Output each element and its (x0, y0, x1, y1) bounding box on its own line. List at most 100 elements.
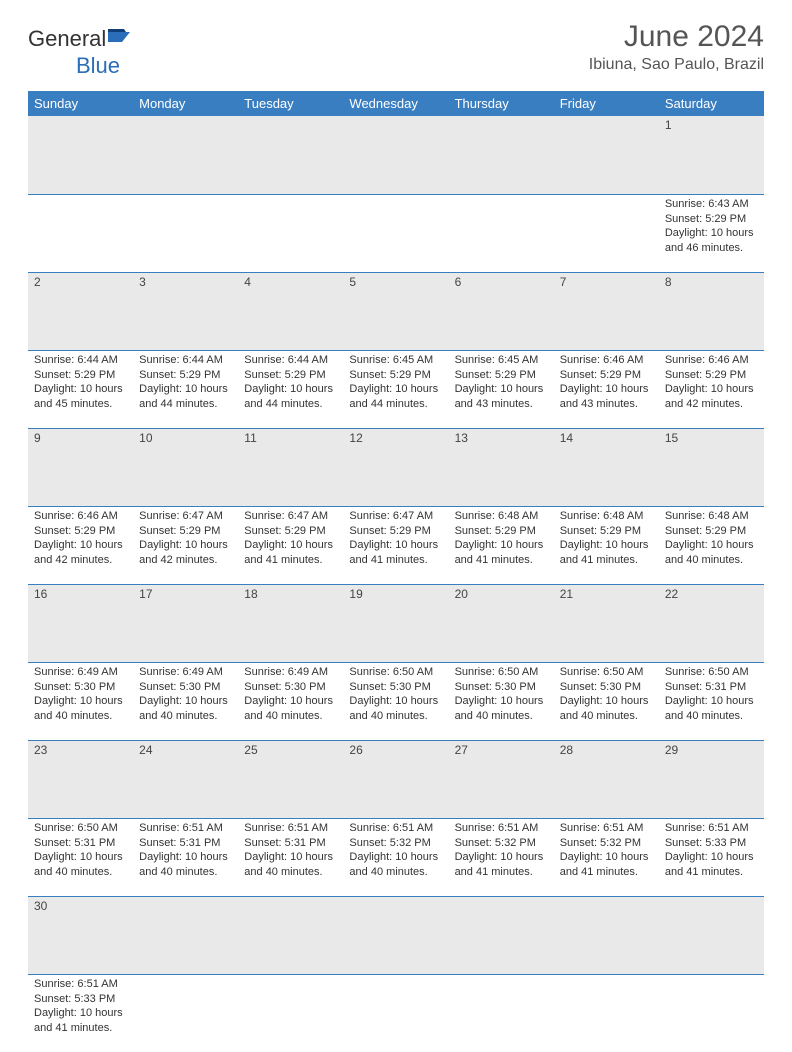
daynum-row: 16171819202122 (28, 584, 764, 662)
day-number: 29 (659, 741, 764, 759)
sunrise-text: Sunrise: 6:51 AM (560, 821, 653, 836)
daynum-cell: 8 (659, 272, 764, 350)
daynum-cell: 21 (554, 584, 659, 662)
day-number (133, 897, 238, 915)
day-number: 18 (238, 585, 343, 603)
sunrise-text: Sunrise: 6:47 AM (349, 509, 442, 524)
day-cell (343, 194, 448, 272)
sunset-text: Sunset: 5:30 PM (139, 680, 232, 695)
daynum-cell: 20 (449, 584, 554, 662)
sunrise-text: Sunrise: 6:48 AM (665, 509, 758, 524)
day-header: Wednesday (343, 91, 448, 116)
daylight-text: Daylight: 10 hours and 41 minutes. (560, 850, 653, 880)
daylight-text: Daylight: 10 hours and 40 minutes. (34, 694, 127, 724)
sunrise-text: Sunrise: 6:51 AM (34, 977, 127, 992)
day-number: 16 (28, 585, 133, 603)
day-number: 25 (238, 741, 343, 759)
calendar-head: SundayMondayTuesdayWednesdayThursdayFrid… (28, 91, 764, 116)
day-header-row: SundayMondayTuesdayWednesdayThursdayFrid… (28, 91, 764, 116)
day-cell: Sunrise: 6:44 AMSunset: 5:29 PMDaylight:… (28, 350, 133, 428)
sunset-text: Sunset: 5:30 PM (244, 680, 337, 695)
daylight-text: Daylight: 10 hours and 40 minutes. (244, 694, 337, 724)
day-number (449, 897, 554, 915)
daynum-cell (449, 896, 554, 974)
sunrise-text: Sunrise: 6:51 AM (455, 821, 548, 836)
day-number (238, 897, 343, 915)
daynum-cell: 26 (343, 740, 448, 818)
sunset-text: Sunset: 5:29 PM (455, 524, 548, 539)
daynum-cell: 28 (554, 740, 659, 818)
sunrise-text: Sunrise: 6:51 AM (665, 821, 758, 836)
day-cell (238, 194, 343, 272)
daynum-cell (343, 116, 448, 194)
day-cell (659, 974, 764, 1052)
daylight-text: Daylight: 10 hours and 42 minutes. (665, 382, 758, 412)
day-cell (133, 974, 238, 1052)
daynum-cell: 18 (238, 584, 343, 662)
sunset-text: Sunset: 5:29 PM (139, 368, 232, 383)
sunset-text: Sunset: 5:31 PM (665, 680, 758, 695)
day-cell: Sunrise: 6:45 AMSunset: 5:29 PMDaylight:… (449, 350, 554, 428)
day-cell: Sunrise: 6:50 AMSunset: 5:31 PMDaylight:… (28, 818, 133, 896)
brand-logo: General Blue (28, 26, 134, 79)
sunrise-text: Sunrise: 6:48 AM (455, 509, 548, 524)
day-number: 8 (659, 273, 764, 291)
day-details: Sunrise: 6:50 AMSunset: 5:30 PMDaylight:… (343, 663, 448, 728)
sunset-text: Sunset: 5:32 PM (455, 836, 548, 851)
daylight-text: Daylight: 10 hours and 40 minutes. (665, 694, 758, 724)
daylight-text: Daylight: 10 hours and 40 minutes. (560, 694, 653, 724)
day-details: Sunrise: 6:47 AMSunset: 5:29 PMDaylight:… (343, 507, 448, 572)
daynum-cell: 22 (659, 584, 764, 662)
sunrise-text: Sunrise: 6:50 AM (349, 665, 442, 680)
daylight-text: Daylight: 10 hours and 46 minutes. (665, 226, 758, 256)
daynum-cell: 15 (659, 428, 764, 506)
week-row: Sunrise: 6:43 AMSunset: 5:29 PMDaylight:… (28, 194, 764, 272)
page-header: General Blue June 2024 Ibiuna, Sao Paulo… (28, 20, 764, 79)
day-cell (554, 194, 659, 272)
day-number: 30 (28, 897, 133, 915)
daynum-cell: 24 (133, 740, 238, 818)
daynum-cell: 17 (133, 584, 238, 662)
day-details: Sunrise: 6:51 AMSunset: 5:33 PMDaylight:… (659, 819, 764, 884)
sunrise-text: Sunrise: 6:44 AM (34, 353, 127, 368)
day-cell (238, 974, 343, 1052)
daylight-text: Daylight: 10 hours and 41 minutes. (349, 538, 442, 568)
day-cell: Sunrise: 6:48 AMSunset: 5:29 PMDaylight:… (554, 506, 659, 584)
sunrise-text: Sunrise: 6:51 AM (244, 821, 337, 836)
week-row: Sunrise: 6:46 AMSunset: 5:29 PMDaylight:… (28, 506, 764, 584)
daynum-cell: 25 (238, 740, 343, 818)
week-row: Sunrise: 6:50 AMSunset: 5:31 PMDaylight:… (28, 818, 764, 896)
daynum-row: 1 (28, 116, 764, 194)
daylight-text: Daylight: 10 hours and 41 minutes. (244, 538, 337, 568)
day-number: 24 (133, 741, 238, 759)
daylight-text: Daylight: 10 hours and 42 minutes. (34, 538, 127, 568)
flag-icon (108, 27, 134, 53)
sunrise-text: Sunrise: 6:46 AM (560, 353, 653, 368)
daylight-text: Daylight: 10 hours and 41 minutes. (455, 538, 548, 568)
day-cell: Sunrise: 6:47 AMSunset: 5:29 PMDaylight:… (343, 506, 448, 584)
daynum-cell (28, 116, 133, 194)
daynum-row: 23242526272829 (28, 740, 764, 818)
day-details: Sunrise: 6:46 AMSunset: 5:29 PMDaylight:… (554, 351, 659, 416)
daynum-cell (343, 896, 448, 974)
day-cell: Sunrise: 6:51 AMSunset: 5:33 PMDaylight:… (659, 818, 764, 896)
day-cell: Sunrise: 6:47 AMSunset: 5:29 PMDaylight:… (133, 506, 238, 584)
sunset-text: Sunset: 5:30 PM (455, 680, 548, 695)
day-cell: Sunrise: 6:46 AMSunset: 5:29 PMDaylight:… (554, 350, 659, 428)
day-number: 27 (449, 741, 554, 759)
daylight-text: Daylight: 10 hours and 40 minutes. (665, 538, 758, 568)
day-cell (554, 974, 659, 1052)
daylight-text: Daylight: 10 hours and 40 minutes. (455, 694, 548, 724)
day-number: 20 (449, 585, 554, 603)
day-cell: Sunrise: 6:43 AMSunset: 5:29 PMDaylight:… (659, 194, 764, 272)
daynum-cell: 13 (449, 428, 554, 506)
day-details: Sunrise: 6:44 AMSunset: 5:29 PMDaylight:… (133, 351, 238, 416)
sunset-text: Sunset: 5:32 PM (560, 836, 653, 851)
day-details: Sunrise: 6:43 AMSunset: 5:29 PMDaylight:… (659, 195, 764, 260)
daynum-cell (238, 116, 343, 194)
brand-part1: General (28, 26, 106, 51)
day-details: Sunrise: 6:48 AMSunset: 5:29 PMDaylight:… (659, 507, 764, 572)
day-number: 26 (343, 741, 448, 759)
location-text: Ibiuna, Sao Paulo, Brazil (589, 56, 764, 74)
day-details: Sunrise: 6:51 AMSunset: 5:31 PMDaylight:… (133, 819, 238, 884)
